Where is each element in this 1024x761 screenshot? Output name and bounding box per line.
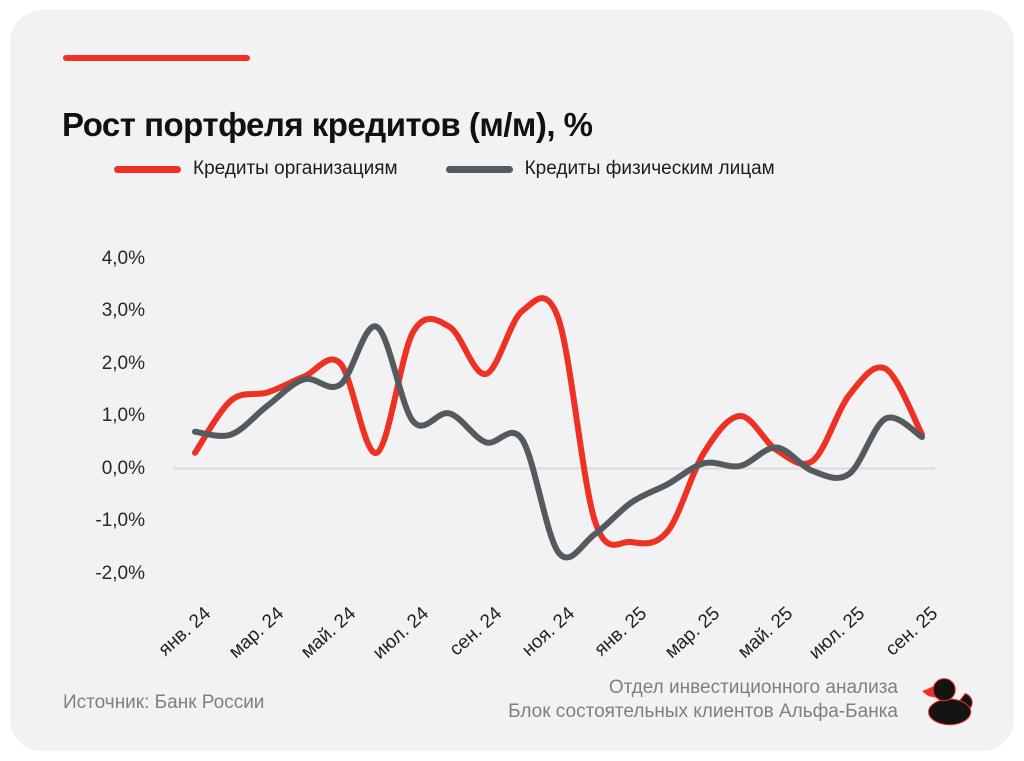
legend-swatch-gray-line: [445, 165, 513, 173]
y-axis-tick-label: 0,0%: [101, 457, 145, 479]
y-axis-tick-label: -2,0%: [95, 562, 145, 584]
source-note: Источник: Банк России: [63, 692, 265, 713]
y-axis-tick-label: 2,0%: [101, 352, 145, 374]
chart-title: Рост портфеля кредитов (м/м), %: [62, 106, 593, 144]
rubber-duck-icon: [922, 678, 973, 726]
attribution-line-1: Отдел инвестиционного анализа: [608, 677, 898, 698]
attribution-block: Отдел инвестиционного анализа Блок состо…: [508, 676, 898, 724]
legend: Кредиты организациям Кредиты физическим …: [114, 158, 775, 180]
y-axis-tick-label: -1,0%: [95, 510, 145, 531]
legend-swatch-red-line: [114, 165, 181, 173]
chart-panel: Рост портфеля кредитов (м/м), % Кредиты …: [10, 10, 1014, 751]
legend-label: Кредиты физическим лицам: [524, 158, 775, 179]
y-axis-tick-label: 4,0%: [101, 247, 145, 269]
line-chart-plot-area: [173, 295, 935, 561]
attribution-line-2: Блок состоятельных клиентов Альфа-Банка: [508, 701, 898, 722]
series-line-individuals: [192, 323, 925, 561]
y-axis-tick-label: 1,0%: [101, 405, 145, 426]
y-axis-tick-label: 3,0%: [101, 300, 145, 321]
legend-label: Кредиты организациям: [193, 158, 398, 179]
series-line-organizations: [192, 295, 925, 548]
accent-bar: [63, 55, 250, 61]
legend-item-organizations: Кредиты организациям: [114, 158, 398, 180]
legend-item-individuals: Кредиты физическим лицам: [445, 158, 775, 180]
